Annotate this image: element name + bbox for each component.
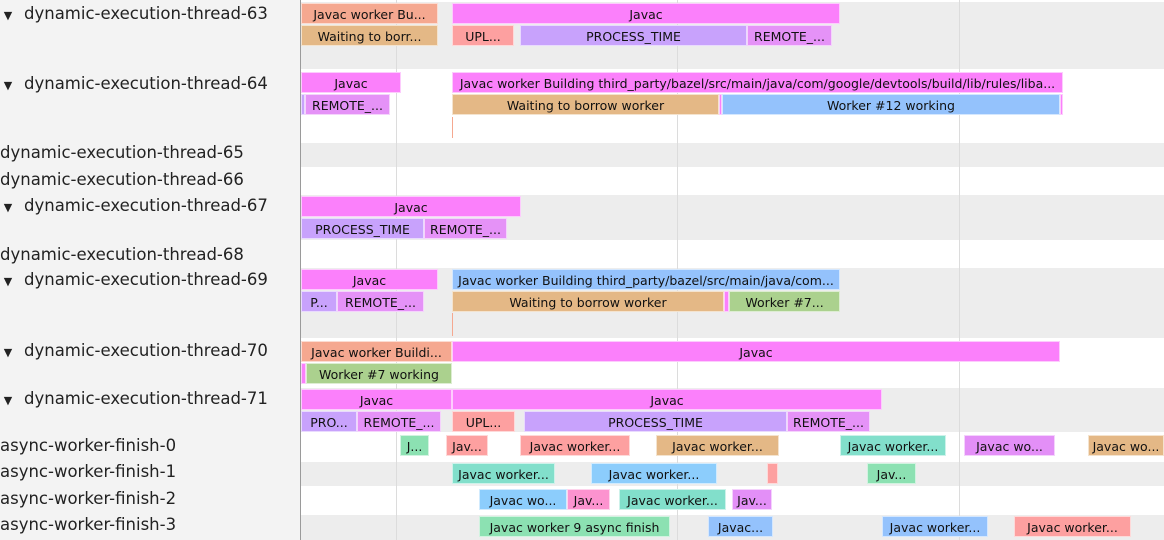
- collapse-triangle-icon[interactable]: ▼: [3, 346, 13, 359]
- trace-slice[interactable]: [767, 463, 778, 484]
- trace-slice[interactable]: Waiting to borr...: [301, 25, 438, 46]
- trace-slice[interactable]: J...: [400, 435, 429, 456]
- trace-slice[interactable]: [301, 94, 305, 115]
- track-row: [301, 169, 1164, 193]
- trace-slice[interactable]: Javac: [452, 389, 882, 410]
- track-label[interactable]: async-worker-finish-0: [0, 436, 176, 455]
- track-label-text: async-worker-finish-0: [0, 436, 177, 455]
- track-label[interactable]: ▼ dynamic-execution-thread-70: [0, 341, 268, 360]
- trace-slice[interactable]: Javac worker Building third_party/bazel/…: [452, 269, 840, 290]
- trace-slice[interactable]: Javac worker...: [520, 435, 630, 456]
- trace-slice[interactable]: Javac: [301, 389, 452, 410]
- track-labels-panel: ▼ dynamic-execution-thread-63 ▼ dynamic-exe…: [0, 0, 301, 540]
- track-label-text: async-worker-finish-1: [0, 462, 177, 481]
- track-label-text: dynamic-execution-thread-67: [24, 196, 268, 215]
- collapse-triangle-icon[interactable]: ▼: [3, 394, 13, 407]
- trace-slice[interactable]: Javac: [452, 341, 1060, 362]
- trace-slice[interactable]: REMOTE_...: [424, 218, 507, 239]
- trace-slice[interactable]: REMOTE_...: [357, 411, 441, 432]
- flow-line: [452, 117, 453, 138]
- trace-slice[interactable]: Javac: [452, 3, 840, 24]
- trace-slice[interactable]: Javac wo...: [964, 435, 1055, 456]
- track-label[interactable]: dynamic-execution-thread-68: [0, 245, 244, 264]
- trace-slice[interactable]: P...: [301, 291, 337, 312]
- trace-slice[interactable]: [724, 291, 729, 312]
- trace-slice[interactable]: Javac: [301, 269, 438, 290]
- time-gridline: [959, 0, 960, 540]
- trace-slice[interactable]: Javac worker...: [840, 435, 946, 456]
- trace-slice[interactable]: Worker #7 working: [306, 363, 452, 384]
- flow-line: [452, 313, 453, 336]
- trace-slice[interactable]: Waiting to borrow worker: [452, 291, 724, 312]
- trace-slice[interactable]: REMOTE_...: [337, 291, 424, 312]
- trace-slice[interactable]: REMOTE_...: [787, 411, 870, 432]
- track-label-text: dynamic-execution-thread-63: [24, 4, 268, 23]
- trace-slice[interactable]: [1060, 94, 1063, 115]
- track-label-text: dynamic-execution-thread-68: [0, 245, 244, 264]
- trace-slice[interactable]: Javac...: [708, 516, 773, 537]
- trace-slice[interactable]: Javac: [301, 196, 521, 217]
- track-label[interactable]: ▼ dynamic-execution-thread-64: [0, 74, 268, 93]
- trace-slice[interactable]: PROCESS_TIME: [524, 411, 787, 432]
- track-row: [301, 462, 1164, 486]
- trace-slice[interactable]: UPL...: [452, 411, 515, 432]
- track-label[interactable]: async-worker-finish-1: [0, 462, 176, 481]
- trace-slice[interactable]: UPL...: [452, 25, 514, 46]
- track-label[interactable]: ▼ dynamic-execution-thread-71: [0, 389, 268, 408]
- track-label[interactable]: dynamic-execution-thread-65: [0, 143, 244, 162]
- track-label-text: dynamic-execution-thread-65: [0, 143, 244, 162]
- trace-slice[interactable]: PRO...: [301, 411, 357, 432]
- collapse-triangle-icon[interactable]: ▼: [3, 275, 13, 288]
- track-label-text: dynamic-execution-thread-70: [24, 341, 268, 360]
- trace-slice[interactable]: Javac worker...: [619, 489, 726, 510]
- trace-slice[interactable]: Worker #12 working: [722, 94, 1060, 115]
- trace-slice[interactable]: Javac worker...: [452, 463, 555, 484]
- track-label-text: dynamic-execution-thread-66: [0, 170, 244, 189]
- track-label-text: async-worker-finish-2: [0, 489, 177, 508]
- track-row: [301, 143, 1164, 167]
- trace-slice[interactable]: Worker #7...: [729, 291, 840, 312]
- track-label-text: dynamic-execution-thread-64: [24, 74, 268, 93]
- trace-slice[interactable]: Javac wo...: [479, 489, 567, 510]
- trace-slice[interactable]: Jav...: [867, 463, 916, 484]
- trace-slice[interactable]: Javac worker...: [656, 435, 779, 456]
- track-label-text: dynamic-execution-thread-69: [24, 270, 268, 289]
- track-label[interactable]: dynamic-execution-thread-66: [0, 170, 244, 189]
- trace-slice[interactable]: Jav...: [446, 435, 488, 456]
- collapse-triangle-icon[interactable]: ▼: [3, 201, 13, 214]
- trace-slice[interactable]: Javac worker...: [882, 516, 988, 537]
- trace-slice[interactable]: Javac worker Bu...: [301, 3, 438, 24]
- trace-slice[interactable]: Javac worker Building third_party/bazel/…: [452, 72, 1063, 93]
- trace-slice[interactable]: Javac worker 9 async finish: [479, 516, 670, 537]
- trace-slice[interactable]: [719, 94, 722, 115]
- trace-slice[interactable]: PROCESS_TIME: [520, 25, 747, 46]
- trace-slice[interactable]: Javac worker...: [1014, 516, 1131, 537]
- collapse-triangle-icon[interactable]: ▼: [3, 79, 13, 92]
- trace-slice[interactable]: PROCESS_TIME: [301, 218, 424, 239]
- timeline-canvas[interactable]: Javac worker Bu... Javac Waiting to borr..…: [301, 0, 1164, 540]
- trace-slice[interactable]: REMOTE_...: [747, 25, 832, 46]
- track-row: [301, 242, 1164, 266]
- track-label[interactable]: async-worker-finish-2: [0, 489, 176, 508]
- trace-slice[interactable]: Javac worker...: [591, 463, 717, 484]
- trace-slice[interactable]: Jav...: [567, 489, 610, 510]
- trace-slice[interactable]: Javac worker Buildi...: [301, 341, 452, 362]
- trace-slice[interactable]: Javac wo...: [1088, 435, 1164, 456]
- collapse-triangle-icon[interactable]: ▼: [3, 9, 13, 22]
- trace-slice[interactable]: [301, 363, 306, 384]
- track-label[interactable]: async-worker-finish-3: [0, 515, 176, 534]
- trace-slice[interactable]: REMOTE_...: [305, 94, 390, 115]
- track-label[interactable]: ▼ dynamic-execution-thread-67: [0, 196, 268, 215]
- track-label-text: dynamic-execution-thread-71: [24, 389, 268, 408]
- track-label-text: async-worker-finish-3: [0, 515, 177, 534]
- track-label[interactable]: ▼ dynamic-execution-thread-63: [0, 4, 268, 23]
- trace-slice[interactable]: Javac: [301, 72, 401, 93]
- track-label[interactable]: ▼ dynamic-execution-thread-69: [0, 270, 268, 289]
- trace-slice[interactable]: Jav...: [732, 489, 772, 510]
- trace-slice[interactable]: Waiting to borrow worker: [452, 94, 719, 115]
